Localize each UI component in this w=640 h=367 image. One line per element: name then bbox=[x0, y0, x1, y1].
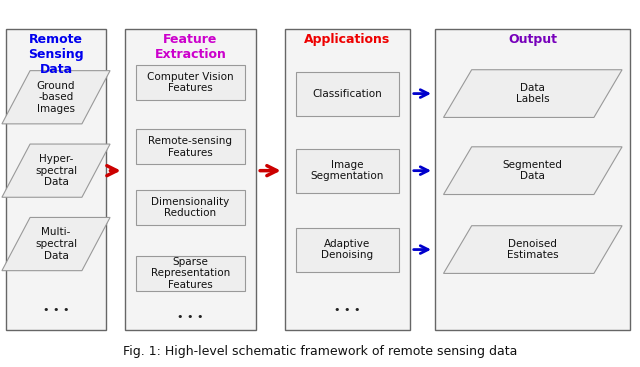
Text: Computer Vision
Features: Computer Vision Features bbox=[147, 72, 234, 93]
Bar bbox=[435, 29, 630, 330]
Bar bbox=[136, 130, 245, 164]
Text: Sparse
Representation
Features: Sparse Representation Features bbox=[151, 257, 230, 290]
Bar bbox=[136, 256, 245, 291]
Text: Multi-
spectral
Data: Multi- spectral Data bbox=[35, 228, 77, 261]
Bar bbox=[296, 72, 399, 116]
Bar bbox=[296, 149, 399, 193]
Polygon shape bbox=[2, 144, 110, 197]
Polygon shape bbox=[444, 147, 622, 195]
Polygon shape bbox=[444, 70, 622, 117]
Text: Output: Output bbox=[508, 33, 557, 46]
Bar bbox=[125, 29, 256, 330]
Text: Data
Labels: Data Labels bbox=[516, 83, 550, 104]
Text: Remote
Sensing
Data: Remote Sensing Data bbox=[28, 33, 84, 76]
Text: Denoised
Estimates: Denoised Estimates bbox=[507, 239, 559, 260]
Bar bbox=[296, 228, 399, 272]
Polygon shape bbox=[444, 226, 622, 273]
Text: Fig. 1: High-level schematic framework of remote sensing data: Fig. 1: High-level schematic framework o… bbox=[123, 345, 517, 358]
Text: Feature
Extraction: Feature Extraction bbox=[154, 33, 227, 61]
Text: Image
Segmentation: Image Segmentation bbox=[310, 160, 384, 181]
Polygon shape bbox=[2, 217, 110, 271]
Polygon shape bbox=[2, 70, 110, 124]
Text: Applications: Applications bbox=[304, 33, 390, 46]
Text: • • •: • • • bbox=[334, 305, 360, 315]
Text: Dimensionality
Reduction: Dimensionality Reduction bbox=[151, 197, 230, 218]
Bar bbox=[6, 29, 106, 330]
Text: Hyper-
spectral
Data: Hyper- spectral Data bbox=[35, 154, 77, 187]
Bar bbox=[136, 65, 245, 100]
Text: Segmented
Data: Segmented Data bbox=[503, 160, 563, 181]
Bar bbox=[285, 29, 410, 330]
Text: • • •: • • • bbox=[43, 305, 69, 315]
Text: Remote-sensing
Features: Remote-sensing Features bbox=[148, 136, 232, 157]
Text: Classification: Classification bbox=[312, 88, 382, 99]
Text: Ground
-based
Images: Ground -based Images bbox=[36, 81, 76, 114]
Text: Adaptive
Denoising: Adaptive Denoising bbox=[321, 239, 373, 260]
Bar bbox=[136, 190, 245, 225]
Text: • • •: • • • bbox=[177, 312, 204, 323]
